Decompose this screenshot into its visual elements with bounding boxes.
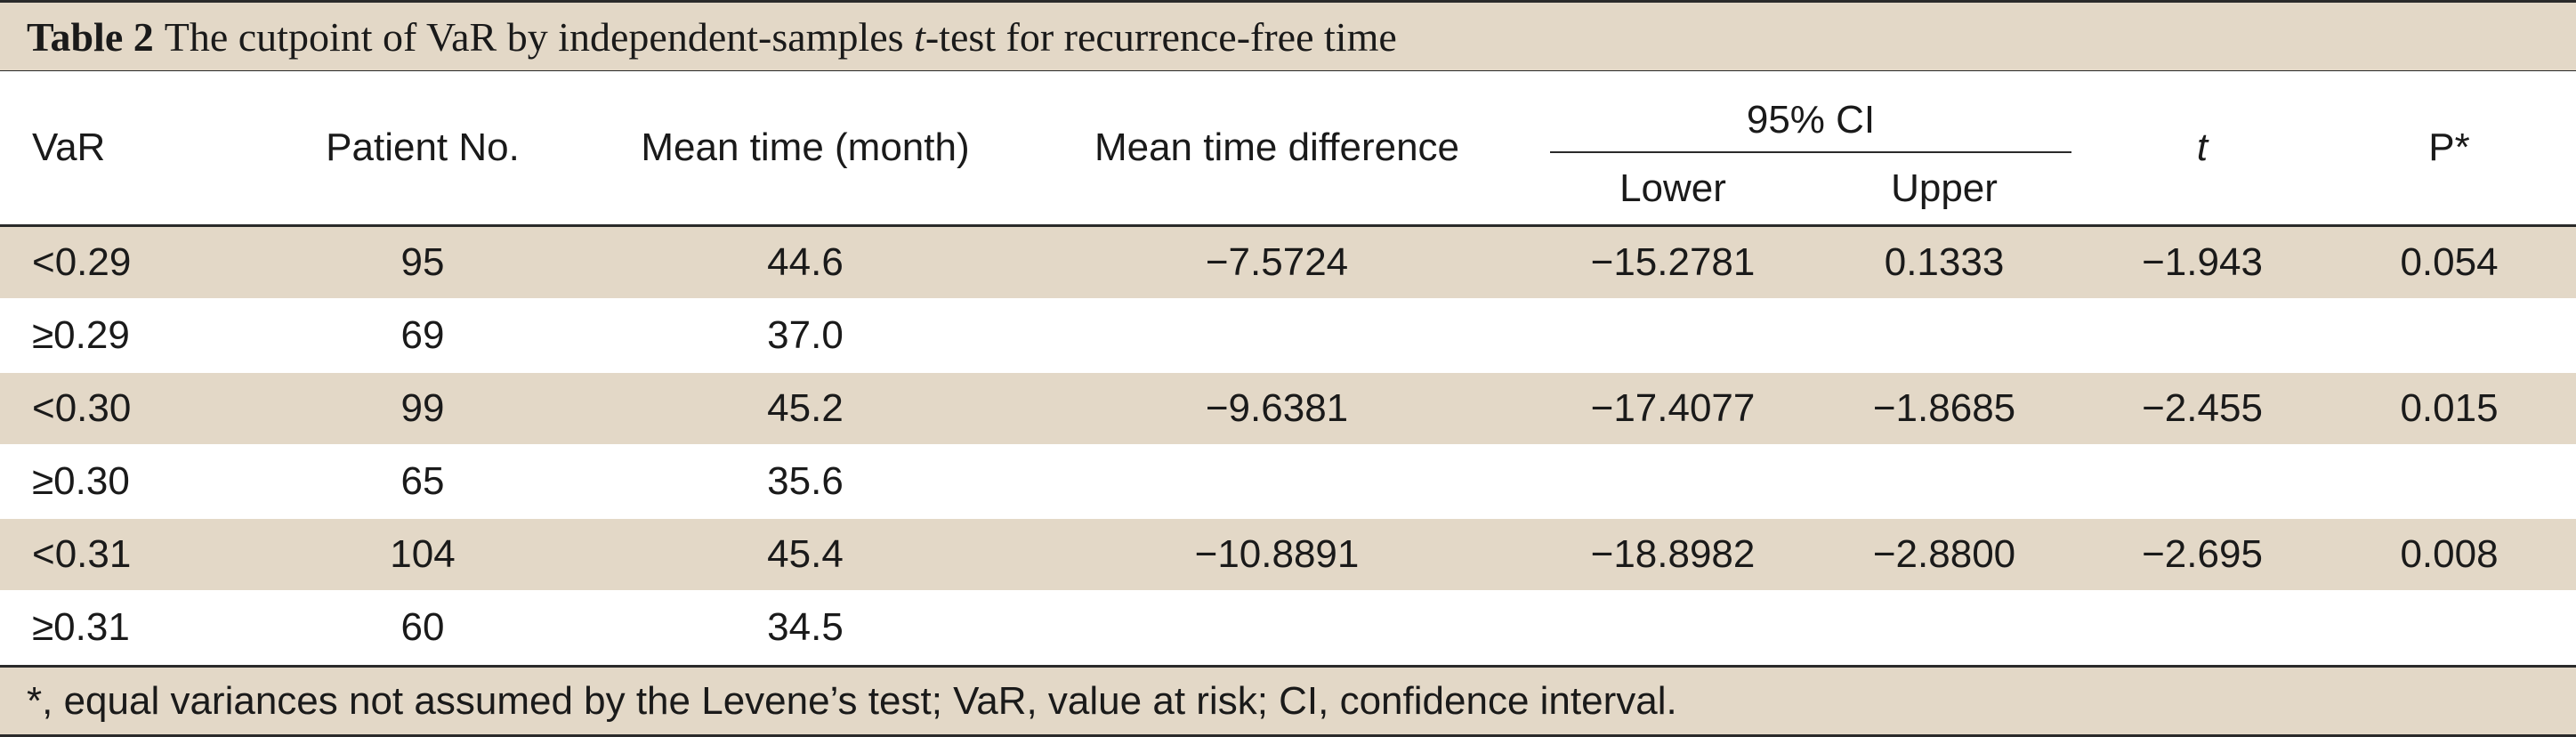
cell-p: 0.008: [2322, 518, 2576, 592]
cell-mean: 35.6: [596, 445, 1014, 519]
header-p: P*: [2322, 71, 2576, 227]
header-t: t: [2082, 71, 2323, 227]
cell-p: [2322, 299, 2576, 373]
header-mean-time: Mean time (month): [596, 71, 1014, 227]
cell-lower: [1539, 591, 1806, 665]
cell-n: 60: [249, 591, 596, 665]
cell-p: [2322, 445, 2576, 519]
cell-lower: [1539, 445, 1806, 519]
cell-p: 0.054: [2322, 225, 2576, 300]
cell-var: <0.30: [0, 372, 249, 446]
cell-var: ≥0.30: [0, 445, 249, 519]
cell-diff: −9.6381: [1014, 372, 1539, 446]
cell-p: [2322, 591, 2576, 665]
cell-upper: −1.8685: [1806, 372, 2083, 446]
cell-diff: [1014, 299, 1539, 373]
table-row: <0.31 104 45.4 −10.8891 −18.8982 −2.8800…: [0, 518, 2576, 592]
header-upper: Upper: [1806, 153, 2083, 227]
cell-mean: 45.4: [596, 518, 1014, 592]
table-row: ≥0.30 65 35.6: [0, 445, 2576, 519]
cell-diff: −10.8891: [1014, 518, 1539, 592]
cell-t: −1.943: [2082, 225, 2323, 300]
table-title: Table 2 The cutpoint of VaR by independe…: [0, 0, 2576, 71]
caption-after: -test for recurrence-free time: [925, 13, 1397, 60]
cell-n: 95: [249, 225, 596, 300]
cell-t: −2.455: [2082, 372, 2323, 446]
cell-mean: 45.2: [596, 372, 1014, 446]
caption-t: t: [914, 13, 925, 60]
header-lower: Lower: [1539, 153, 1806, 227]
cell-var: <0.29: [0, 225, 249, 300]
cell-n: 99: [249, 372, 596, 446]
cell-diff: [1014, 445, 1539, 519]
table-row: <0.29 95 44.6 −7.5724 −15.2781 0.1333 −1…: [0, 225, 2576, 300]
header-patient-no: Patient No.: [249, 71, 596, 227]
caption-before: The cutpoint of VaR by independent-sampl…: [164, 13, 904, 60]
cell-lower: −18.8982: [1539, 518, 1806, 592]
cell-n: 65: [249, 445, 596, 519]
cell-var: ≥0.29: [0, 299, 249, 373]
header-mean-diff: Mean time difference: [1014, 71, 1539, 227]
cell-var: ≥0.31: [0, 591, 249, 665]
cell-upper: −2.8800: [1806, 518, 2083, 592]
header-ci-label: 95% CI: [1746, 98, 1876, 142]
cell-mean: 37.0: [596, 299, 1014, 373]
cell-lower: [1539, 299, 1806, 373]
cell-lower: −15.2781: [1539, 225, 1806, 300]
cell-lower: −17.4077: [1539, 372, 1806, 446]
header-ci: 95% CI: [1539, 71, 2083, 153]
results-table: VaR Patient No. Mean time (month) Mean t…: [0, 71, 2576, 665]
cell-p: 0.015: [2322, 372, 2576, 446]
cell-upper: 0.1333: [1806, 225, 2083, 300]
cell-diff: −7.5724: [1014, 225, 1539, 300]
cell-t: −2.695: [2082, 518, 2323, 592]
table-row: <0.30 99 45.2 −9.6381 −17.4077 −1.8685 −…: [0, 372, 2576, 446]
cell-n: 104: [249, 518, 596, 592]
cell-t: [2082, 445, 2323, 519]
table-row: ≥0.31 60 34.5: [0, 591, 2576, 665]
cell-t: [2082, 591, 2323, 665]
cell-upper: [1806, 591, 2083, 665]
table-row: ≥0.29 69 37.0: [0, 299, 2576, 373]
header-var: VaR: [0, 71, 249, 227]
cell-mean: 44.6: [596, 225, 1014, 300]
cell-mean: 34.5: [596, 591, 1014, 665]
table-footnote: *, equal variances not assumed by the Le…: [0, 665, 2576, 737]
table-label: Table 2: [27, 13, 154, 60]
cell-upper: [1806, 445, 2083, 519]
ci-underline: [1550, 151, 2072, 153]
cell-var: <0.31: [0, 518, 249, 592]
cell-n: 69: [249, 299, 596, 373]
cell-diff: [1014, 591, 1539, 665]
cell-upper: [1806, 299, 2083, 373]
cell-t: [2082, 299, 2323, 373]
